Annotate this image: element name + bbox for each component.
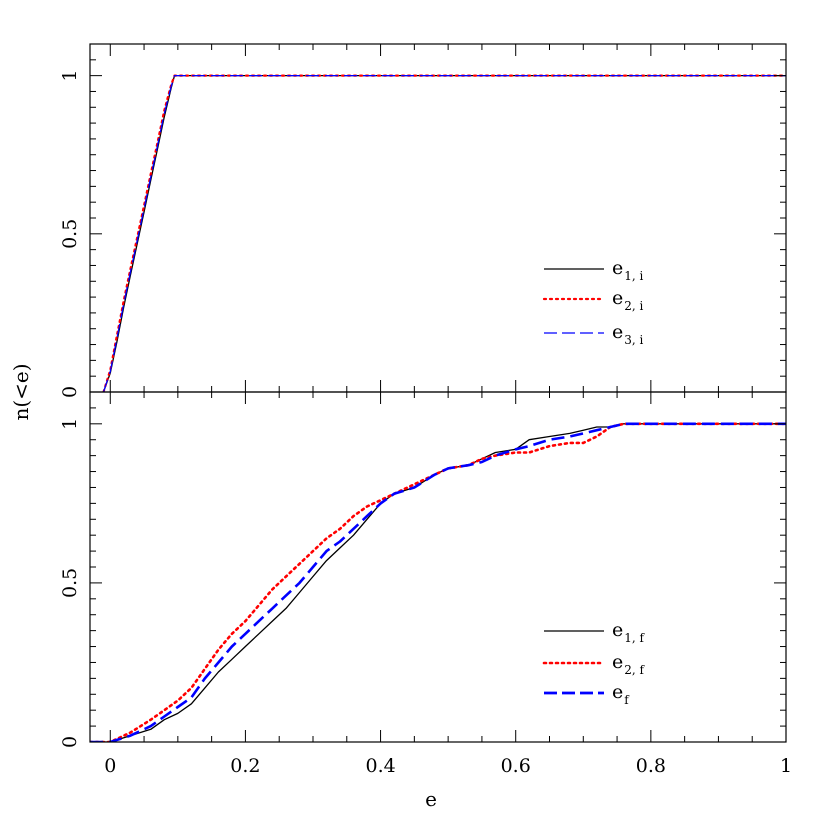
series-line-bottom-2 [90, 422, 786, 742]
x-tick-label: 0 [104, 755, 116, 777]
text-layer: 0 0.5 1 e1, i e2, i e3, i 0 0.5 1 0 0.2 0.4 0.6 0.8 1 e… [9, 70, 792, 811]
panel-top-plot-area [102, 74, 786, 392]
y-axis-title: n(<e) [9, 363, 33, 420]
x-axis-title: e [425, 787, 437, 811]
panel-top-frame [89, 43, 787, 393]
legend-label-bottom-3: ef [612, 681, 630, 707]
x-tick-label: 1 [780, 755, 792, 777]
legend-label-top-3: e3, i [612, 321, 644, 347]
legend-label-bottom-1: e1, f [612, 619, 646, 645]
x-tick-label: 0.4 [365, 755, 395, 777]
y-tick-label: 0.5 [59, 219, 81, 249]
series-line-top-2 [102, 74, 786, 392]
y-tick-label: 1 [59, 418, 81, 430]
x-tick-label: 0.8 [636, 755, 666, 777]
y-tick-label: 0 [59, 386, 81, 398]
legend-label-top-1: e1, i [612, 257, 644, 283]
panel-bottom-plot-area [90, 422, 786, 742]
y-tick-label: 0 [59, 736, 81, 748]
frames-layer [89, 43, 787, 743]
series-line-top-1 [102, 74, 786, 392]
curves-layer [90, 74, 786, 742]
x-tick-label: 0.2 [230, 755, 260, 777]
series-line-bottom-1 [90, 423, 786, 742]
y-tick-label: 0.5 [59, 568, 81, 598]
legend-label-bottom-2: e2, f [612, 651, 646, 677]
legend-label-top-2: e2, i [612, 287, 644, 313]
series-line-top-3 [102, 74, 786, 392]
panel-bottom-frame [89, 391, 787, 743]
y-tick-label: 1 [59, 70, 81, 82]
series-line-bottom-3 [90, 422, 786, 742]
x-tick-label: 0.6 [501, 755, 531, 777]
